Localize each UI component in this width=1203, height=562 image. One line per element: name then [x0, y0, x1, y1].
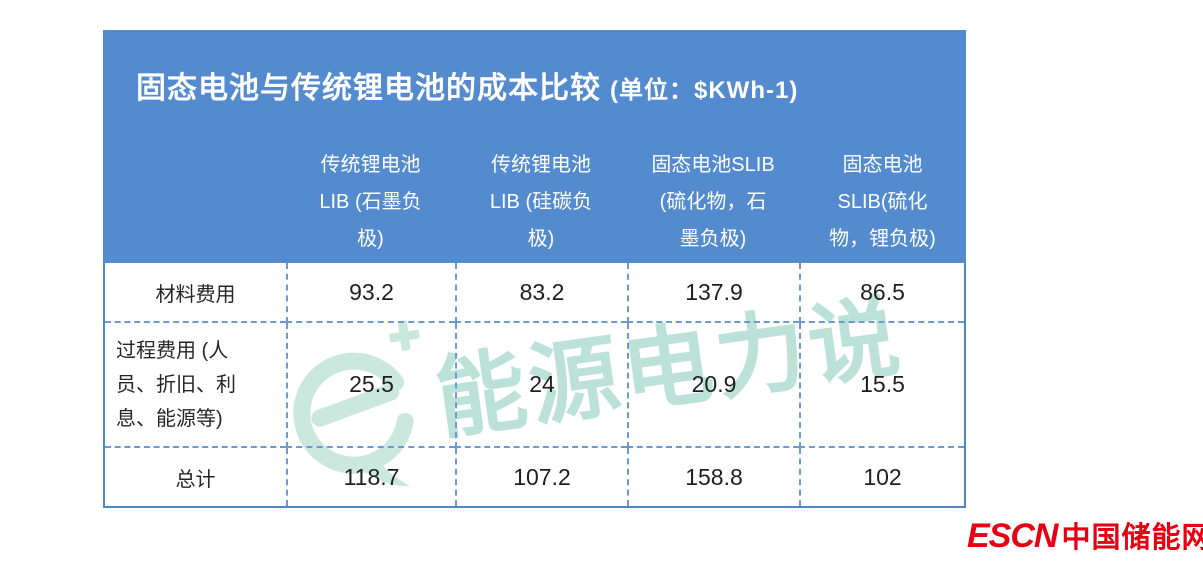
escn-logo: ESCN 中国储能网	[967, 514, 1203, 556]
row-label-process-cost: 过程费用 (人 员、折旧、利 息、能源等)	[105, 323, 286, 448]
row-label-total: 总计	[175, 468, 216, 491]
table-cell: 158.8	[627, 448, 799, 506]
table-cell: 118.7	[286, 448, 455, 506]
table-header: 固态电池与传统锂电池的成本比较 (单位：$KWh-1) 传统锂电池 LIB (石墨…	[103, 30, 966, 263]
escn-logo-chinese: 中国储能网	[1061, 522, 1203, 554]
cost-comparison-table: 固态电池与传统锂电池的成本比较 (单位：$KWh-1) 传统锂电池 LIB (石墨…	[103, 30, 966, 508]
table-cell: 15.5	[799, 323, 964, 448]
table-cell: 107.2	[455, 448, 627, 506]
row-label-material-cost: 材料费用	[105, 263, 286, 323]
table-cell: 25.5	[286, 323, 455, 448]
table-body: 材料费用 93.2 83.2 137.9 86.5 过程费用 (人 员、折旧、利…	[103, 263, 966, 508]
table-cell: 20.9	[627, 323, 799, 448]
table-cell: 137.9	[627, 263, 799, 323]
column-header-empty	[103, 147, 286, 263]
column-header-slib-graphite: 固态电池SLIB (硫化物，石 墨负极)	[651, 154, 775, 250]
table-title-text: 固态电池与传统锂电池的成本比较	[136, 72, 601, 105]
escn-logo-latin: ESCN	[967, 517, 1058, 555]
table-title: 固态电池与传统锂电池的成本比较 (单位：$KWh-1)	[136, 63, 798, 107]
table-cell: 83.2	[455, 263, 627, 323]
column-header-row: 传统锂电池 LIB (石墨负 极) 传统锂电池 LIB (硅碳负 极) 固态电池…	[103, 147, 966, 263]
table-cell: 86.5	[799, 263, 964, 323]
table-cell: 24	[455, 323, 627, 448]
column-header-lib-graphite: 传统锂电池 LIB (石墨负 极)	[319, 154, 422, 250]
table-title-unit: (单位：$KWh-1)	[610, 77, 799, 104]
table-cell: 102	[799, 448, 964, 506]
column-header-slib-lithium: 固态电池 SLIB(硫化 物，锂负极)	[829, 154, 936, 250]
table-cell: 93.2	[286, 263, 455, 323]
column-header-lib-silicon: 传统锂电池 LIB (硅碳负 极)	[489, 154, 593, 250]
